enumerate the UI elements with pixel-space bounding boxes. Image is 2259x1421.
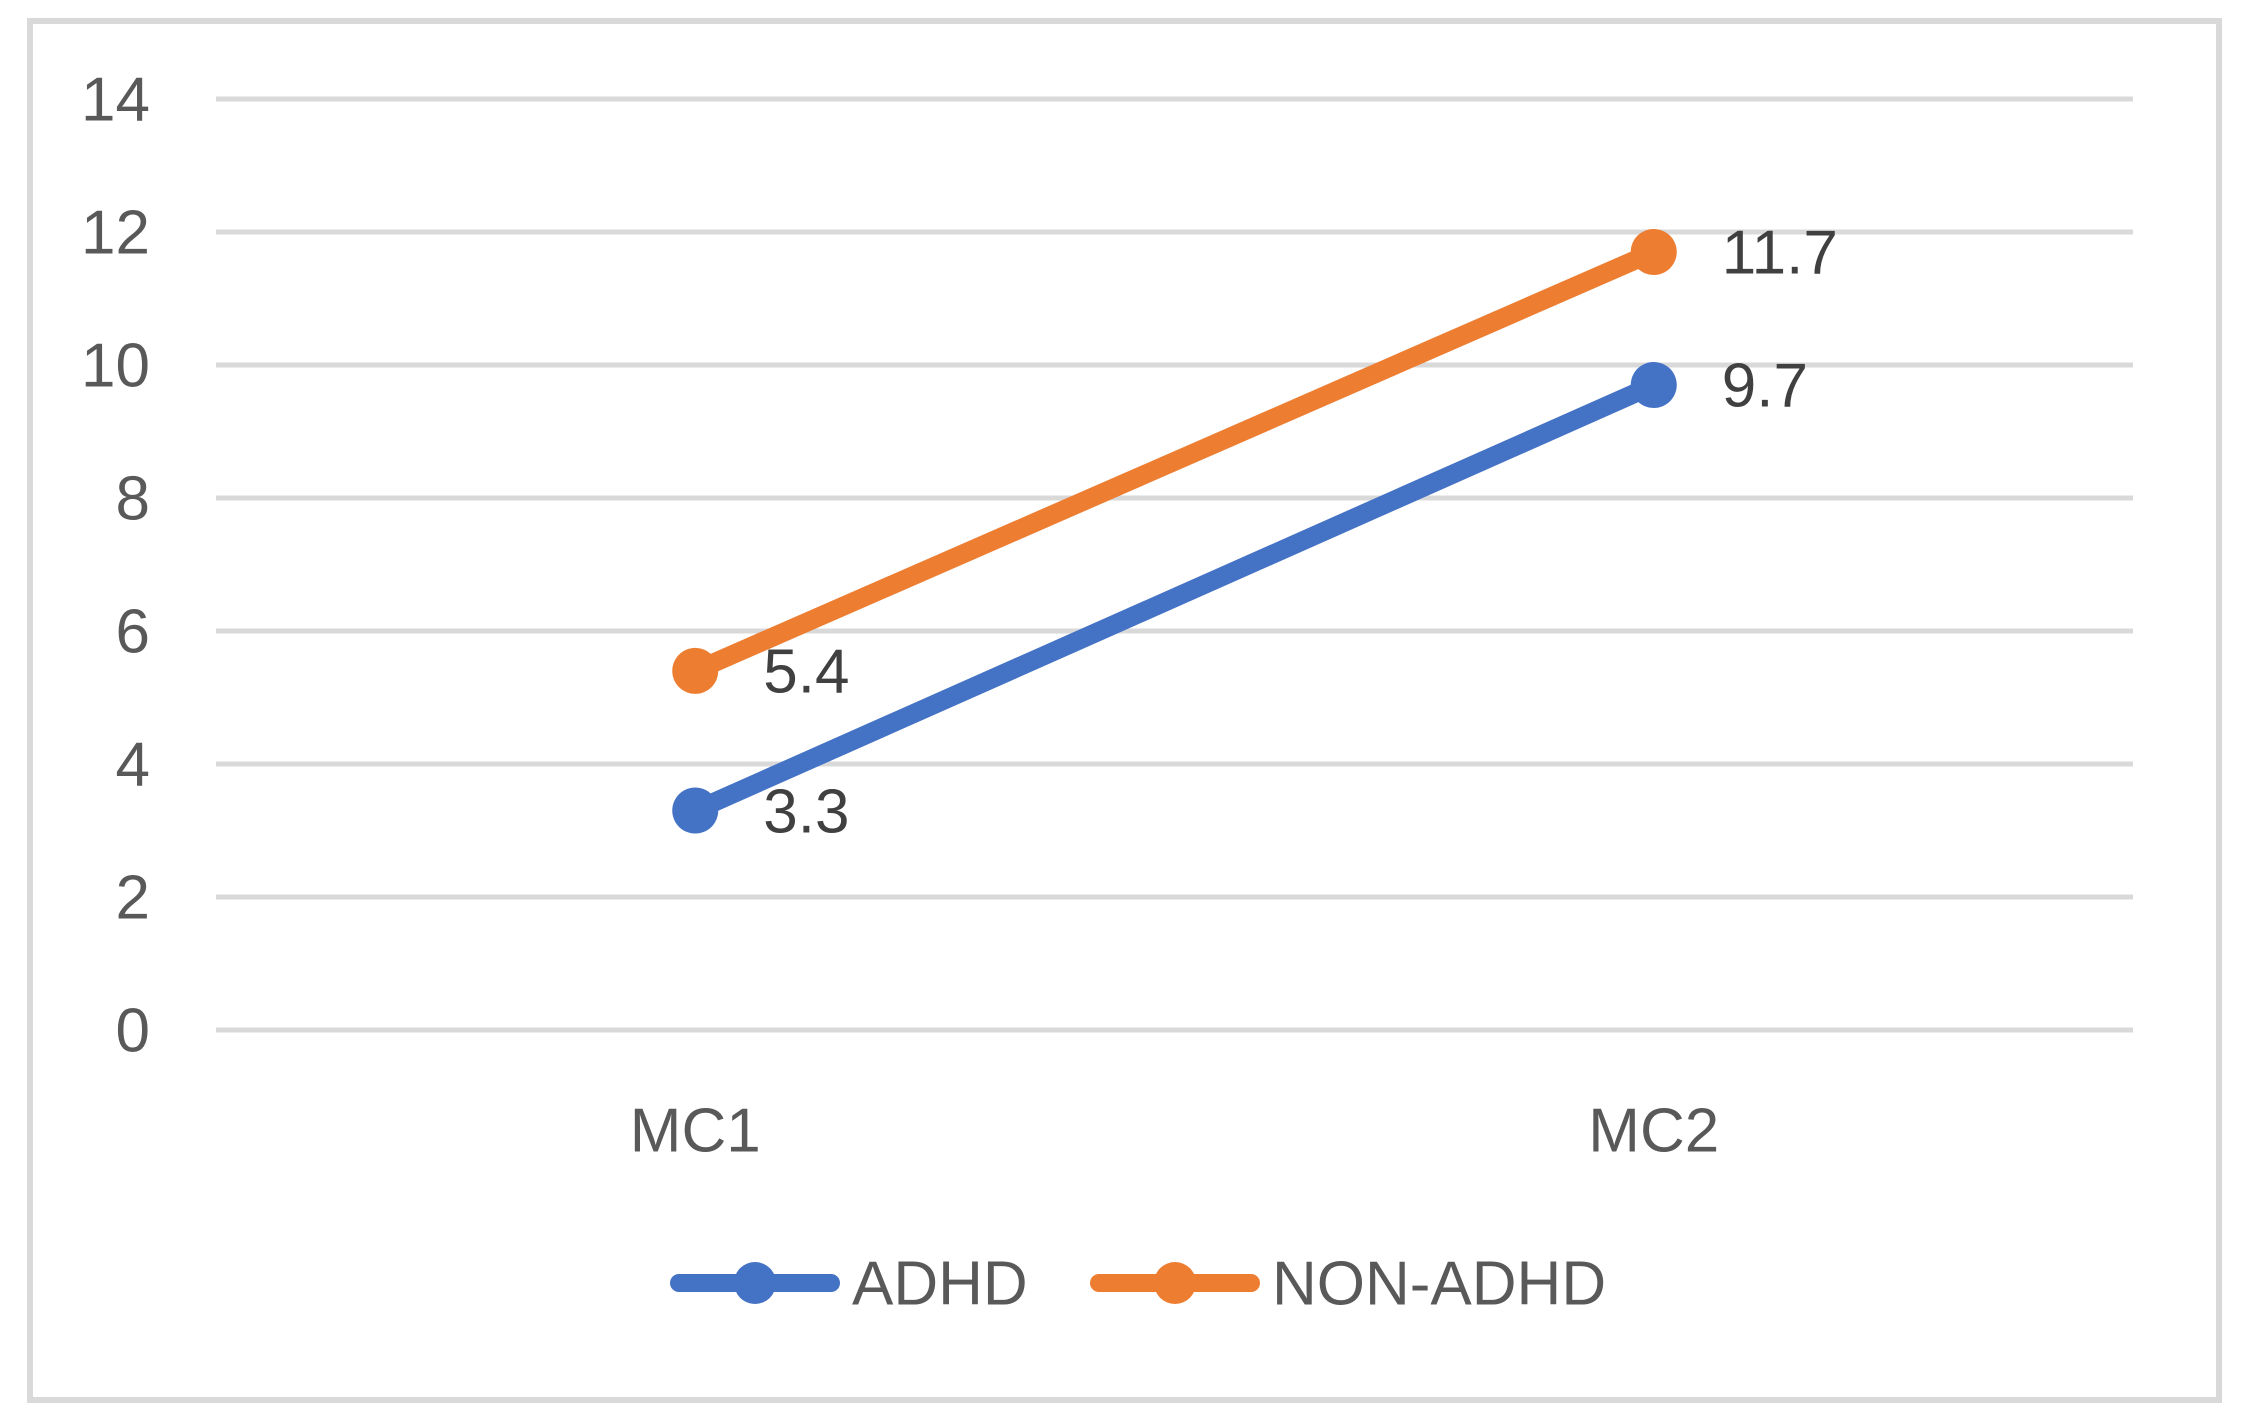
data-point-adhd-mc1 <box>672 787 719 834</box>
y-axis-tick-label: 0 <box>116 997 150 1066</box>
data-point-non-adhd-mc2 <box>1630 228 1677 275</box>
legend-marker-icon-adhd <box>734 1262 776 1304</box>
y-axis-tick-label: 2 <box>116 864 150 933</box>
data-point-adhd-mc2 <box>1630 361 1677 408</box>
legend-marker-icon-non-adhd <box>1154 1262 1196 1304</box>
data-point-non-adhd-mc1 <box>672 647 719 694</box>
legend-label-adhd: ADHD <box>852 1250 1028 1319</box>
x-axis-category-label-mc2: MC2 <box>1588 1097 1719 1166</box>
chart-border <box>27 18 2222 1403</box>
data-label-adhd-mc2: 9.7 <box>1722 352 1808 421</box>
data-label-non-adhd-mc2: 11.7 <box>1722 219 1838 288</box>
y-axis-tick-label: 6 <box>116 598 150 667</box>
y-axis-tick-label: 14 <box>81 66 150 135</box>
data-label-adhd-mc1: 3.3 <box>763 777 849 846</box>
series-line-adhd <box>685 375 1664 821</box>
series-line-non-adhd <box>685 242 1664 681</box>
x-axis-category-label-mc1: MC1 <box>630 1097 761 1166</box>
y-axis-tick-label: 4 <box>116 731 150 800</box>
legend-label-non-adhd: NON-ADHD <box>1272 1250 1606 1319</box>
y-axis-tick-label: 12 <box>81 199 150 268</box>
y-axis-tick-label: 8 <box>116 465 150 534</box>
y-axis-tick-label: 10 <box>81 332 150 401</box>
data-label-non-adhd-mc1: 5.4 <box>763 638 849 707</box>
